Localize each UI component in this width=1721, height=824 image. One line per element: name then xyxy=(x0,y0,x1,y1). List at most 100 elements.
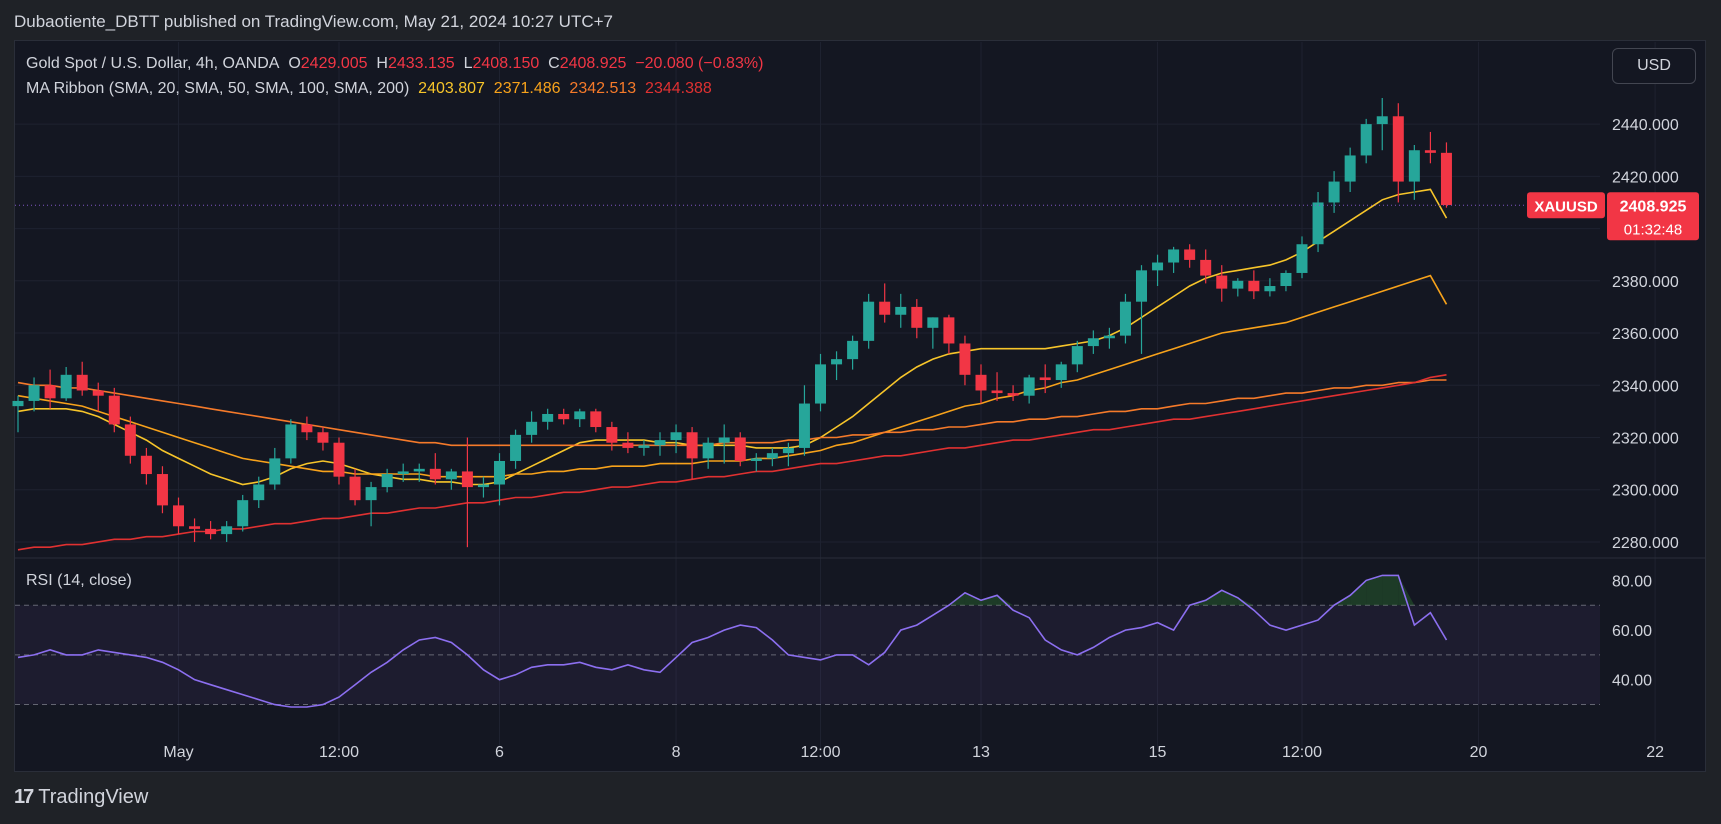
candle-body xyxy=(44,385,56,399)
rsi-overbought-fill xyxy=(1221,590,1238,606)
rsi-tick-label: 40.00 xyxy=(1612,673,1652,690)
rsi-overbought-fill xyxy=(997,595,1014,606)
candle-body xyxy=(606,427,618,443)
ma-ribbon xyxy=(17,188,1448,551)
price-tick-label: 2280.000 xyxy=(1612,535,1679,552)
rsi-tick-label: 60.00 xyxy=(1612,623,1652,640)
candle-body xyxy=(895,306,907,315)
candle-body xyxy=(28,385,40,401)
candle-body xyxy=(1264,286,1276,292)
candle-body xyxy=(975,374,987,391)
candle-body xyxy=(76,374,88,391)
symbol-legend[interactable]: Gold Spot / U.S. Dollar, 4h, OANDA O2429… xyxy=(26,55,763,73)
candle-body xyxy=(397,471,409,475)
high-value: 2433.135 xyxy=(387,55,455,72)
candle-body xyxy=(1055,364,1067,381)
candle-body xyxy=(734,437,746,461)
price-grid xyxy=(15,42,1706,748)
candle-body xyxy=(1248,280,1260,292)
candle-body xyxy=(413,468,425,472)
candle-body xyxy=(1103,335,1115,339)
high-label: H xyxy=(376,55,388,72)
candle-body xyxy=(189,526,201,529)
candle-body xyxy=(253,484,265,501)
candle-body xyxy=(1424,150,1436,153)
ma-ribbon-legend[interactable]: MA Ribbon (SMA, 20, SMA, 50, SMA, 100, S… xyxy=(26,80,712,98)
rsi-overbought-fill xyxy=(1205,590,1222,606)
symbol-tag xyxy=(1527,192,1605,219)
brand-name: TradingView xyxy=(38,786,149,808)
time-tick-label: 22 xyxy=(1646,744,1664,761)
ma-line-1 xyxy=(17,188,1448,486)
close-label: C xyxy=(548,55,560,72)
candle-body xyxy=(205,528,217,535)
candle-body xyxy=(1344,155,1356,182)
candle-body xyxy=(927,317,939,328)
ma-line-3 xyxy=(17,379,1447,447)
price-tag-value: 2408.925 xyxy=(1620,198,1687,215)
candle-body xyxy=(1392,116,1404,182)
time-tick-label: May xyxy=(163,744,193,761)
price-tag-group: XAUUSD 2408.925 01:32:48 xyxy=(1527,192,1699,241)
rsi-overbought-fill xyxy=(1398,575,1415,606)
ma-ribbon-label: MA Ribbon (SMA, 20, SMA, 50, SMA, 100, S… xyxy=(26,80,410,97)
rsi-label: RSI (14, close) xyxy=(26,572,132,589)
candle-body xyxy=(269,458,281,485)
candle-body xyxy=(1071,346,1083,365)
candle-body xyxy=(1007,393,1019,396)
candle-body xyxy=(1087,338,1099,347)
candle-body xyxy=(847,340,859,360)
candles xyxy=(12,98,1525,548)
rsi-overbought-fill xyxy=(1382,575,1399,606)
ma200-value: 2344.388 xyxy=(645,80,712,97)
candle-body xyxy=(718,437,730,443)
candle-body xyxy=(494,460,505,485)
rsi-axis: 40.00 60.00 80.00 xyxy=(1612,573,1652,689)
tradingview-logo-icon: 17 xyxy=(14,786,34,808)
candle-body xyxy=(461,471,473,488)
ma-line-4 xyxy=(17,374,1447,551)
low-label: L xyxy=(463,55,473,72)
candle-body xyxy=(1296,244,1308,273)
rsi-legend[interactable]: RSI (14, close) xyxy=(26,572,132,590)
footer-brand[interactable]: 17 TradingView xyxy=(14,786,148,809)
price-tag-countdown: 01:32:48 xyxy=(1624,221,1682,238)
publish-info: Dubaotiente_DBTT published on TradingVie… xyxy=(14,12,613,31)
candle-body xyxy=(943,317,955,344)
candle-body xyxy=(654,440,666,446)
candle-body xyxy=(750,458,762,461)
candle-body xyxy=(911,306,923,328)
change-value: −20.080 (−0.83%) xyxy=(635,55,764,72)
candle-body xyxy=(1200,259,1212,276)
candle-body xyxy=(381,474,393,488)
close-value: 2408.925 xyxy=(559,55,627,72)
candle-body xyxy=(1168,249,1180,263)
time-tick-label: 20 xyxy=(1470,744,1488,761)
rsi-overbought-fill xyxy=(1366,575,1383,606)
candle-body xyxy=(542,413,554,422)
time-tick-label: 8 xyxy=(672,744,681,761)
time-tick-label: 12:00 xyxy=(800,744,840,761)
rsi-overbought-fill xyxy=(964,592,981,606)
candle-body xyxy=(959,343,971,375)
candle-body xyxy=(477,484,489,488)
chart-frame xyxy=(14,40,1706,772)
candle-body xyxy=(140,455,152,475)
price-tick-label: 2300.000 xyxy=(1612,483,1679,500)
symbol-tag-label: XAUUSD xyxy=(1534,198,1598,215)
candle-body xyxy=(317,432,329,443)
currency-button[interactable]: USD xyxy=(1612,48,1696,84)
rsi-overbought-fill xyxy=(1350,580,1367,606)
ma20-value: 2403.807 xyxy=(418,80,485,97)
candle-body xyxy=(349,476,361,501)
rsi-overbought-fill xyxy=(981,595,998,606)
candle-body xyxy=(1039,377,1051,381)
candle-body xyxy=(365,487,377,501)
candle-body xyxy=(1376,116,1388,125)
candle-body xyxy=(1216,275,1228,289)
candle-body xyxy=(1023,377,1035,396)
price-tick-label: 2420.000 xyxy=(1612,169,1679,186)
candle-body xyxy=(333,442,345,477)
candle-body xyxy=(108,395,120,425)
